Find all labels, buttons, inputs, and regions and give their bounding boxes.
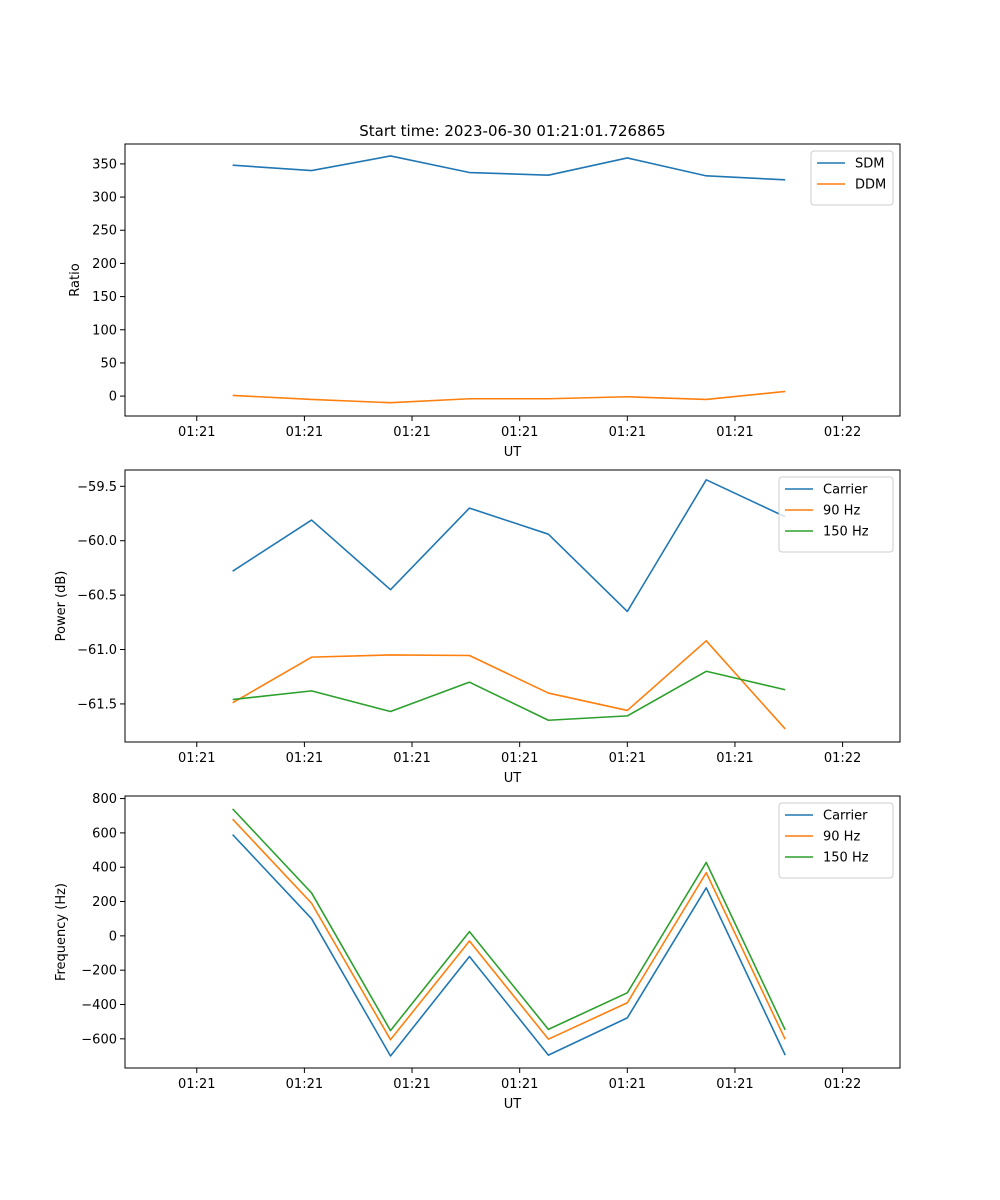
y-tick-label: 800 bbox=[92, 792, 117, 807]
legend-label: 90 Hz bbox=[823, 830, 860, 845]
y-tick-label: 100 bbox=[92, 323, 117, 338]
series-line-1 bbox=[232, 478, 786, 613]
y-tick-label: −61.5 bbox=[77, 697, 117, 712]
y-tick-label: −61.0 bbox=[77, 643, 117, 658]
y-tick-label: 200 bbox=[92, 257, 117, 272]
y-tick-label: −200 bbox=[81, 964, 117, 979]
legend-label: 90 Hz bbox=[823, 504, 860, 519]
x-tick-label: 01:21 bbox=[393, 751, 430, 766]
y-tick-label: 400 bbox=[92, 861, 117, 876]
legend-label: 150 Hz bbox=[823, 851, 869, 866]
y-tick-label: 0 bbox=[109, 929, 117, 944]
x-tick-label: 01:21 bbox=[178, 751, 215, 766]
x-tick-label: 01:21 bbox=[286, 751, 323, 766]
plot-frame bbox=[124, 143, 901, 417]
x-axis-label: UT bbox=[504, 771, 522, 786]
x-tick-label: 01:21 bbox=[501, 425, 538, 440]
x-tick-label: 01:21 bbox=[286, 425, 323, 440]
plot-frame bbox=[124, 469, 901, 743]
series-line-1 bbox=[232, 834, 786, 1057]
x-tick-label: 01:21 bbox=[609, 425, 646, 440]
series-line-3 bbox=[232, 670, 786, 722]
y-tick-label: 250 bbox=[92, 224, 117, 239]
x-tick-label: 01:22 bbox=[824, 751, 861, 766]
legend-label: Carrier bbox=[823, 809, 868, 824]
figure-title: Start time: 2023-06-30 01:21:01.726865 bbox=[359, 122, 665, 140]
panels: 01:21 01:21 01:21 01:21 01:21 01:21 01:22 0 50 10… bbox=[54, 143, 901, 1112]
x-tick-label: 01:21 bbox=[716, 1077, 753, 1092]
x-tick-label: 01:21 bbox=[393, 1077, 430, 1092]
y-tick-label: −59.5 bbox=[77, 480, 117, 495]
x-axis-label: UT bbox=[504, 1097, 522, 1112]
panel-1: 01:21 01:21 01:21 01:21 01:21 01:21 01:22 0 50 10… bbox=[68, 143, 901, 460]
legend-box bbox=[778, 476, 894, 553]
y-tick-label: −400 bbox=[81, 998, 117, 1013]
x-tick-label: 01:21 bbox=[501, 751, 538, 766]
panel-2: 01:21 01:21 01:21 01:21 01:21 01:21 01:22 −61.5… bbox=[54, 469, 901, 786]
legend-label: DDM bbox=[855, 178, 886, 193]
legend: SDM DDM bbox=[810, 150, 894, 206]
legend-box bbox=[810, 150, 894, 206]
legend: Carrier 90 Hz 150 Hz bbox=[778, 802, 894, 879]
y-axis-label: Frequency (Hz) bbox=[54, 883, 69, 981]
plot-frame bbox=[124, 795, 901, 1069]
x-tick-label: 01:22 bbox=[824, 425, 861, 440]
x-tick-label: 01:21 bbox=[716, 751, 753, 766]
x-tick-label: 01:22 bbox=[824, 1077, 861, 1092]
y-tick-label: −60.0 bbox=[77, 534, 117, 549]
x-tick-label: 01:21 bbox=[716, 425, 753, 440]
x-tick-label: 01:21 bbox=[178, 1077, 215, 1092]
series-line-2 bbox=[232, 640, 786, 730]
y-axis-label: Ratio bbox=[68, 263, 83, 296]
x-tick-label: 01:21 bbox=[393, 425, 430, 440]
x-axis-label: UT bbox=[504, 445, 522, 460]
legend-label: SDM bbox=[855, 157, 884, 172]
x-tick-label: 01:21 bbox=[501, 1077, 538, 1092]
y-tick-label: 150 bbox=[92, 290, 117, 305]
y-tick-label: −60.5 bbox=[77, 589, 117, 604]
legend-label: Carrier bbox=[823, 483, 868, 498]
series-line-3 bbox=[232, 808, 786, 1032]
y-tick-label: 300 bbox=[92, 191, 117, 206]
legend-label: 150 Hz bbox=[823, 525, 869, 540]
y-tick-label: 600 bbox=[92, 826, 117, 841]
legend-box bbox=[778, 802, 894, 879]
y-tick-label: 350 bbox=[92, 157, 117, 172]
legend: Carrier 90 Hz 150 Hz bbox=[778, 476, 894, 553]
series-line-1 bbox=[232, 155, 786, 181]
x-tick-label: 01:21 bbox=[286, 1077, 323, 1092]
y-tick-label: 200 bbox=[92, 895, 117, 910]
y-tick-label: 50 bbox=[100, 356, 117, 371]
panel-3: 01:21 01:21 01:21 01:21 01:21 01:21 01:22 −600 −… bbox=[54, 792, 901, 1112]
y-axis-label: Power (dB) bbox=[54, 571, 69, 642]
y-tick-label: −600 bbox=[81, 1032, 117, 1047]
series-line-2 bbox=[232, 390, 786, 404]
series-line-2 bbox=[232, 818, 786, 1041]
x-tick-label: 01:21 bbox=[178, 425, 215, 440]
x-tick-label: 01:21 bbox=[609, 751, 646, 766]
x-tick-label: 01:21 bbox=[609, 1077, 646, 1092]
y-tick-label: 0 bbox=[109, 390, 117, 405]
